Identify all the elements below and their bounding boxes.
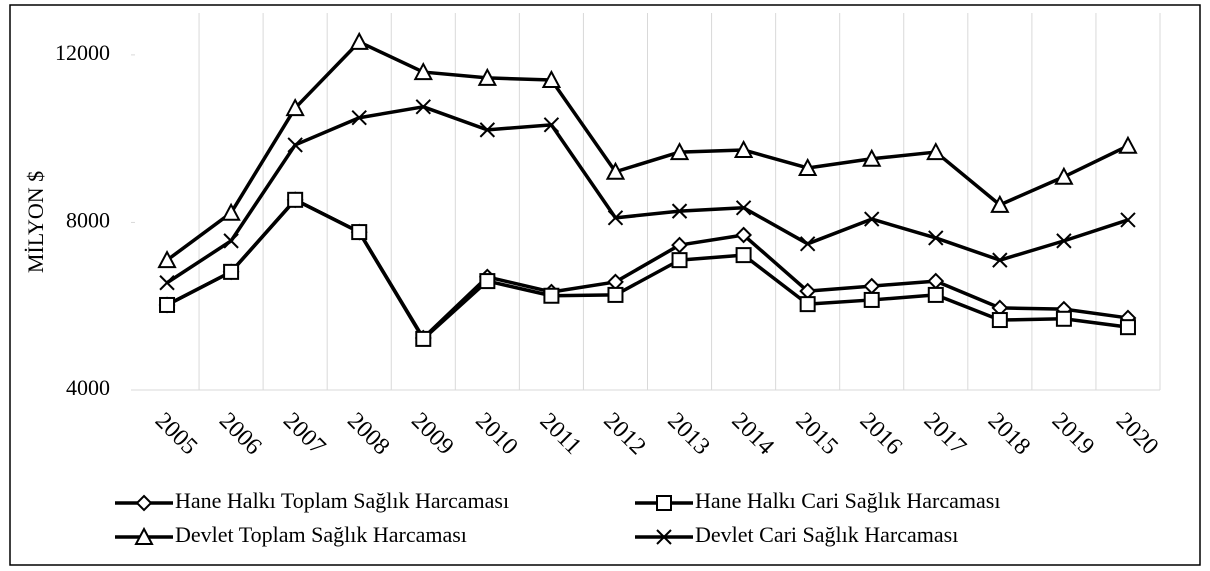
point-marker bbox=[223, 263, 240, 280]
point-marker bbox=[799, 296, 816, 313]
point-marker bbox=[733, 139, 754, 158]
point-marker bbox=[413, 61, 433, 81]
y-axis-label: MİLYON $ bbox=[23, 171, 48, 273]
legend-label: Hane Halkı Cari Sağlık Harcaması bbox=[695, 488, 1000, 513]
legend-marker bbox=[134, 526, 154, 545]
series-line bbox=[166, 198, 1129, 341]
point-marker bbox=[797, 157, 818, 176]
point-marker bbox=[926, 141, 946, 161]
legend-label: Devlet Toplam Sağlık Harcaması bbox=[175, 522, 467, 547]
point-marker bbox=[479, 273, 496, 290]
point-marker bbox=[221, 202, 241, 221]
point-marker bbox=[1056, 233, 1072, 249]
point-marker bbox=[927, 286, 944, 303]
point-marker bbox=[285, 97, 305, 117]
point-marker bbox=[671, 252, 688, 269]
legend-marker bbox=[656, 495, 672, 511]
point-marker bbox=[543, 287, 560, 304]
point-marker bbox=[607, 210, 624, 226]
point-marker bbox=[1054, 166, 1074, 185]
point-marker bbox=[605, 161, 626, 180]
y-tick-label: 8000 bbox=[66, 207, 110, 232]
point-marker bbox=[799, 236, 816, 252]
point-marker bbox=[864, 211, 880, 227]
point-marker bbox=[863, 291, 880, 308]
point-marker bbox=[735, 226, 753, 244]
point-marker bbox=[671, 203, 688, 219]
point-marker bbox=[223, 233, 239, 249]
point-marker bbox=[351, 224, 368, 241]
point-marker bbox=[287, 191, 304, 208]
point-marker bbox=[541, 69, 562, 89]
point-marker bbox=[992, 252, 1008, 268]
point-marker bbox=[159, 296, 176, 313]
point-marker bbox=[351, 110, 367, 126]
point-marker bbox=[1118, 135, 1138, 154]
point-marker bbox=[1120, 212, 1136, 228]
point-marker bbox=[669, 141, 690, 161]
point-marker bbox=[928, 230, 944, 246]
point-marker bbox=[349, 31, 369, 50]
point-marker bbox=[415, 99, 431, 115]
point-marker bbox=[671, 236, 688, 254]
legend-label: Hane Halkı Toplam Sağlık Harcaması bbox=[175, 488, 509, 513]
point-marker bbox=[477, 67, 498, 86]
point-marker bbox=[543, 117, 560, 133]
point-marker bbox=[157, 250, 177, 269]
point-marker bbox=[287, 137, 303, 153]
point-marker bbox=[862, 148, 882, 167]
point-marker bbox=[479, 122, 496, 138]
point-marker bbox=[159, 275, 175, 291]
point-marker bbox=[735, 200, 752, 216]
legend-label: Devlet Cari Sağlık Harcaması bbox=[695, 522, 958, 547]
point-marker bbox=[1119, 319, 1136, 336]
point-marker bbox=[607, 286, 624, 303]
legend-marker bbox=[135, 494, 153, 512]
point-marker bbox=[991, 312, 1008, 329]
point-marker bbox=[1055, 310, 1072, 327]
series-line bbox=[165, 40, 1129, 262]
y-tick-label: 4000 bbox=[66, 375, 110, 400]
legend-marker bbox=[656, 529, 672, 545]
point-marker bbox=[735, 247, 752, 264]
point-marker bbox=[990, 194, 1010, 213]
series-line bbox=[166, 105, 1129, 285]
y-tick-label: 12000 bbox=[55, 40, 110, 65]
point-marker bbox=[415, 330, 432, 347]
